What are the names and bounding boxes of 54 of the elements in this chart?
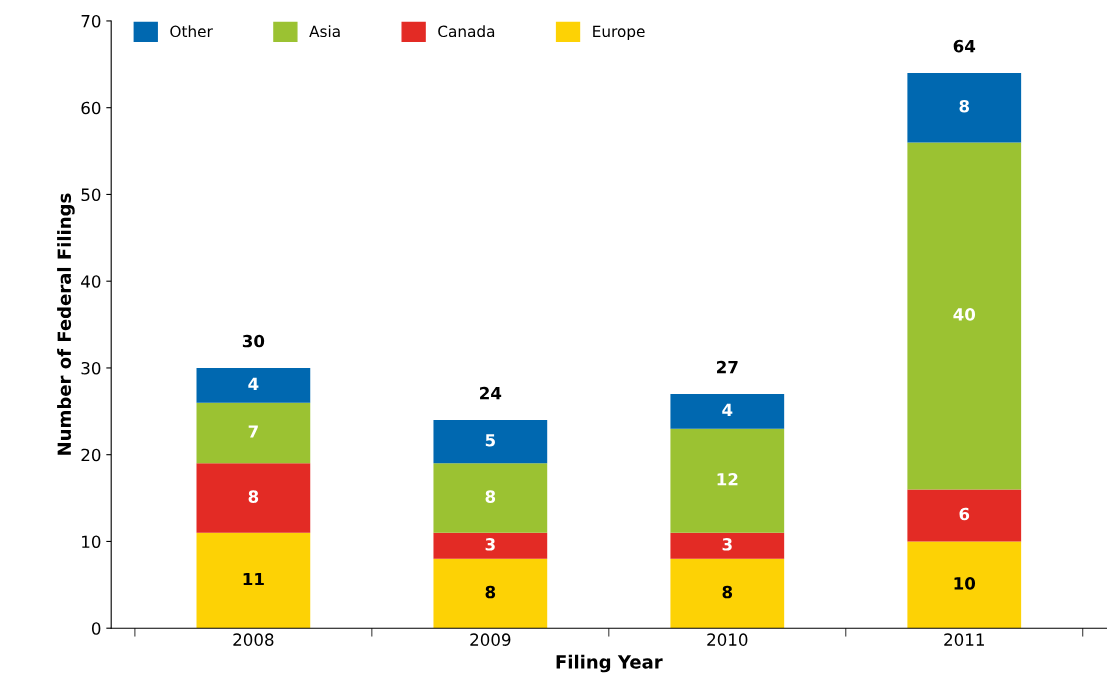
y-tick-label: 20: [81, 448, 101, 462]
x-tick-label: 2009: [470, 633, 511, 646]
total-label: 64: [953, 39, 976, 53]
bar: [196, 532, 311, 629]
y-tick-label: 10: [82, 535, 101, 549]
y-tick-label: 0: [91, 622, 101, 635]
data-label: 10: [954, 577, 976, 590]
y-tick-label: 50: [81, 188, 101, 202]
bar: [907, 541, 1022, 629]
legend-label: Canada: [438, 25, 495, 38]
x-tick-label: 2010: [707, 633, 748, 646]
legend-label: Europe: [593, 25, 645, 41]
y-tick-label: 30: [81, 361, 101, 375]
data-label: 6: [959, 507, 970, 521]
data-label: 8: [248, 490, 259, 503]
bar: [670, 532, 785, 559]
bar: [433, 463, 548, 533]
legend-label: Other: [170, 25, 213, 38]
bar: [907, 489, 1022, 542]
data-label: 12: [717, 472, 738, 486]
bar: [670, 428, 785, 533]
data-label: 11: [243, 572, 264, 586]
y-tick-label: 40: [81, 275, 101, 288]
data-label: 8: [722, 585, 733, 599]
data-label: 8: [485, 490, 496, 503]
data-label: 4: [722, 403, 733, 416]
bar: [907, 72, 1022, 143]
x-axis-title: Filing Year: [556, 654, 663, 673]
bar: [196, 402, 311, 464]
y-axis-title: Number of Federal Filings: [57, 193, 75, 455]
data-label: 7: [248, 425, 258, 438]
data-label: 3: [485, 538, 495, 551]
bar: [196, 463, 311, 533]
data-label: 40: [953, 308, 976, 321]
data-label: 4: [248, 377, 259, 390]
bar: [433, 558, 548, 629]
total-label: 30: [242, 334, 265, 348]
bar: [196, 367, 311, 403]
x-tick-label: 2008: [233, 633, 274, 646]
bar: [433, 420, 548, 464]
data-label: 5: [485, 434, 495, 447]
bar: [907, 142, 1022, 490]
data-label: 3: [722, 538, 732, 551]
total-label: 27: [717, 360, 738, 374]
y-tick-label: 60: [81, 101, 101, 115]
y-tick-label: 70: [81, 14, 101, 28]
bar: [433, 532, 548, 559]
legend-label: Asia: [309, 25, 340, 38]
bar: [670, 393, 785, 429]
bar: [670, 558, 785, 629]
data-label: 8: [959, 99, 970, 113]
x-tick-label: 2011: [944, 633, 984, 646]
total-label: 24: [480, 386, 502, 400]
data-label: 8: [485, 585, 496, 599]
